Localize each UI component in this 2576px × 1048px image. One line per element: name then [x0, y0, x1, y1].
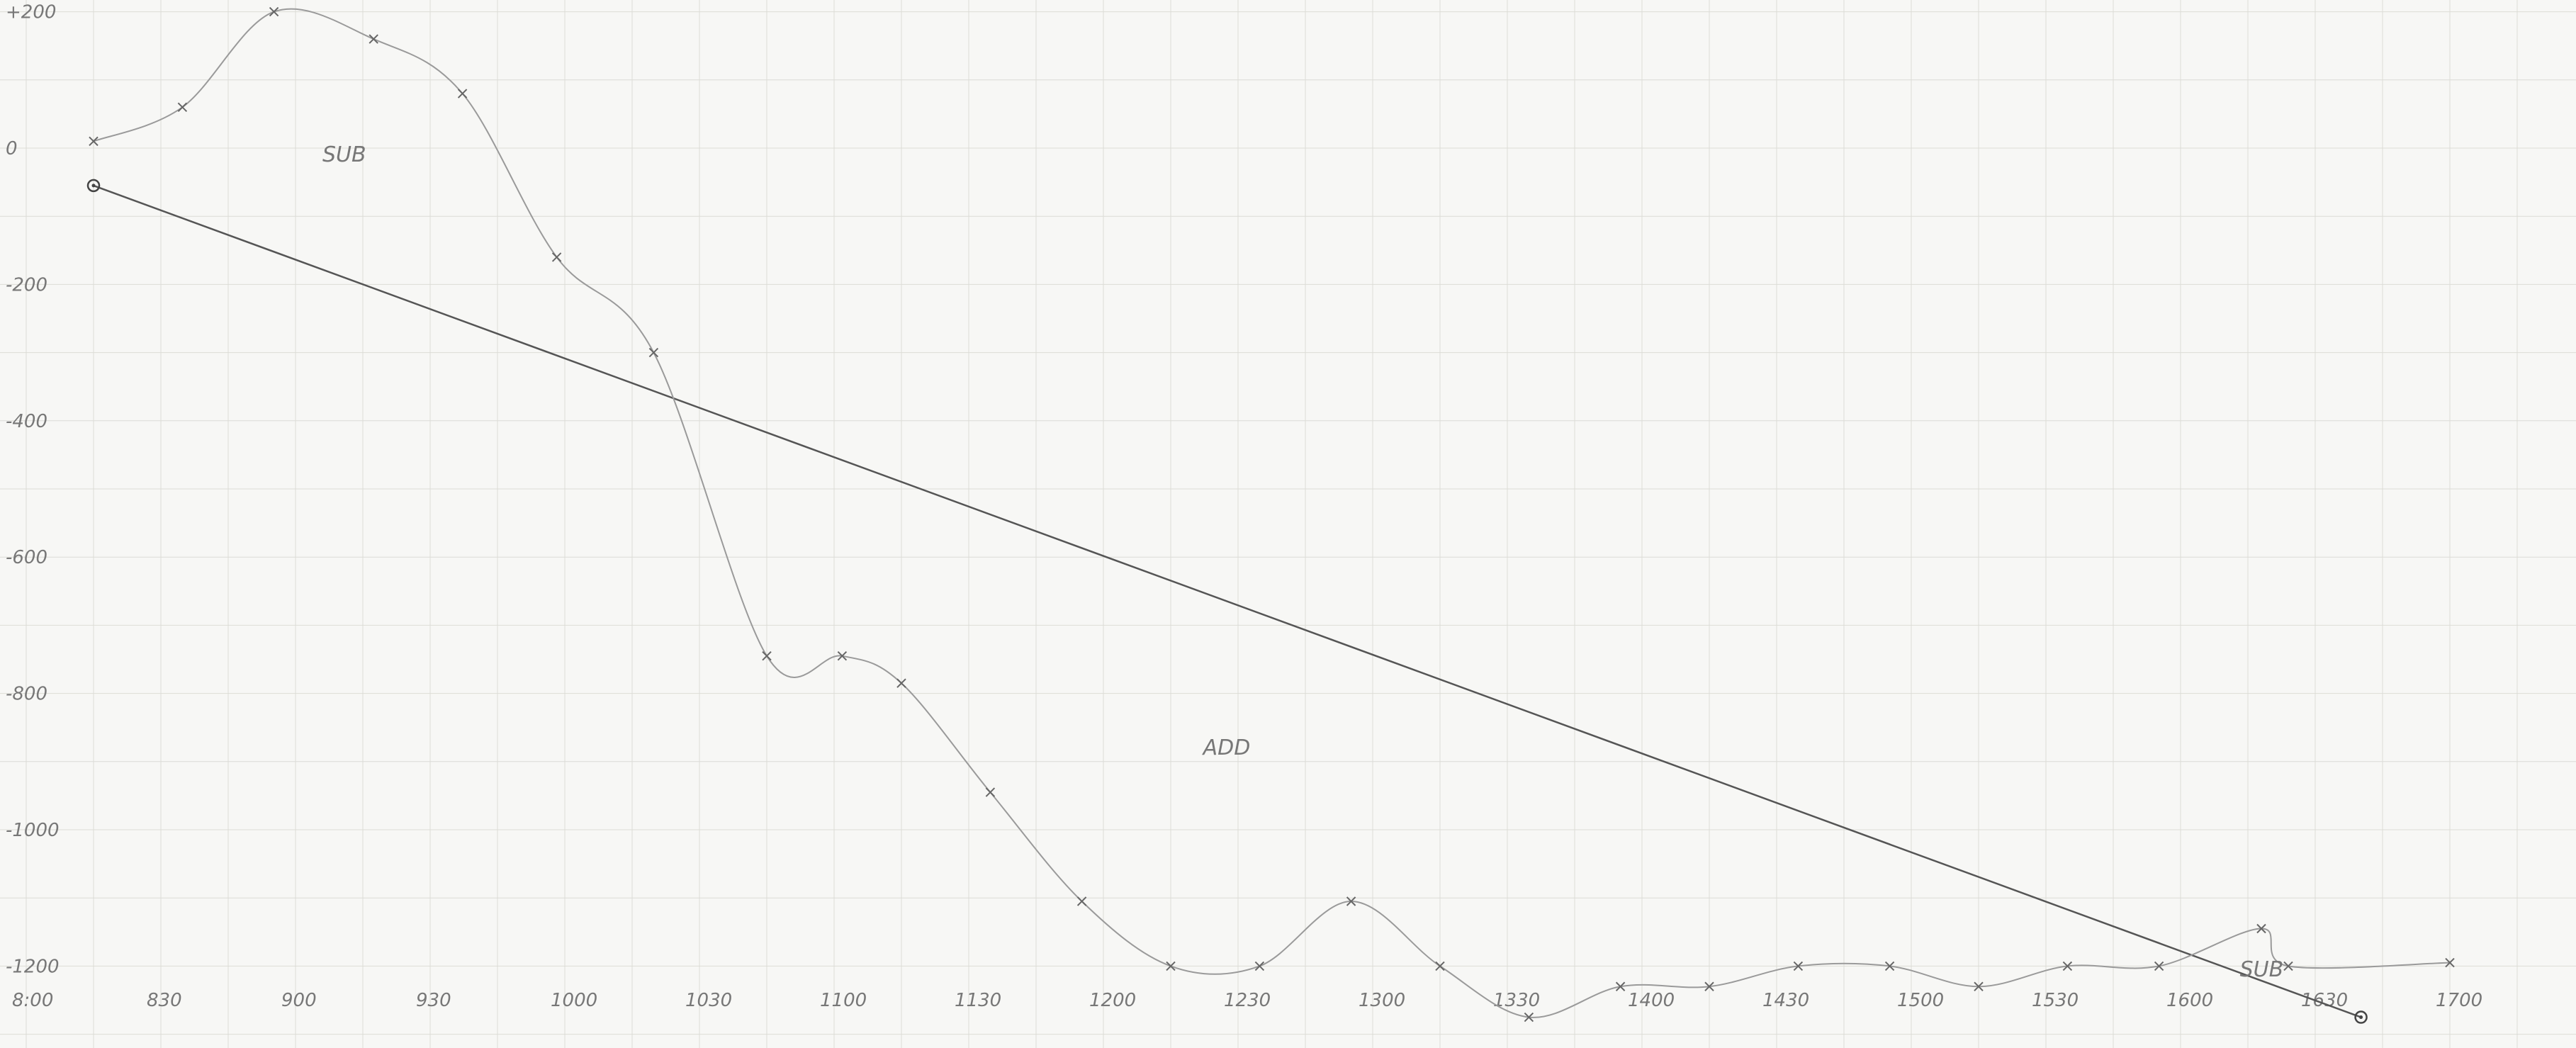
data-point [2445, 957, 2455, 968]
x-tick-label: 1300 [1359, 990, 1405, 1011]
x-tick-label: 1500 [1897, 990, 1944, 1011]
data-point [2283, 961, 2293, 971]
y-axis-ticks: +200 0 -200 -400 -600 -800 -1000 -1200 [6, 2, 60, 978]
y-tick-label: -1000 [6, 820, 60, 841]
data-point [1884, 961, 1895, 971]
x-tick-label: 930 [416, 990, 451, 1011]
data-point [896, 678, 906, 688]
data-point [648, 347, 659, 358]
data-point [269, 6, 279, 17]
data-point [1346, 896, 1356, 906]
data-point [2154, 961, 2164, 971]
y-tick-label: -400 [6, 411, 47, 432]
x-tick-label: 1630 [2301, 990, 2348, 1011]
data-point [177, 102, 188, 112]
x-tick-label: 1030 [685, 990, 732, 1011]
annotation-label: SUB [2240, 957, 2284, 982]
data-point [1435, 961, 1445, 971]
x-tick-label: 830 [147, 990, 182, 1011]
data-point [1704, 981, 1714, 991]
x-tick-label: 1400 [1628, 990, 1675, 1011]
x-tick-label: 1230 [1224, 990, 1271, 1011]
y-tick-label: +200 [6, 2, 56, 23]
x-axis-ticks: 8:00 830 900 930 1000 1030 1100 1130 1200 1230 130… [12, 990, 2482, 1011]
annotation-label: SUB [322, 142, 366, 167]
x-tick-label: 1100 [820, 990, 867, 1011]
y-tick-label: 0 [6, 138, 18, 159]
trend-line-segment [93, 184, 2362, 1018]
data-point [1615, 981, 1626, 991]
data-point [1166, 961, 1176, 971]
x-tick-label: 1530 [2032, 990, 2079, 1011]
data-point [985, 787, 996, 797]
data-point [1524, 1012, 1534, 1022]
data-point [551, 252, 562, 262]
x-tick-label: 1600 [2166, 990, 2213, 1011]
series-line [93, 8, 2451, 1018]
x-tick-label: 1700 [2436, 990, 2482, 1011]
data-point [1793, 961, 1804, 971]
x-tick-label: 1200 [1089, 990, 1136, 1011]
y-tick-label: -800 [6, 684, 47, 705]
trend-line [86, 179, 2368, 1024]
annotation-label: ADD [1202, 736, 1251, 760]
data-point [2256, 923, 2266, 934]
trend-endpoint [2354, 1010, 2368, 1024]
trend-endpoint-dot [91, 184, 96, 188]
trend-endpoint [86, 179, 101, 193]
data-point [762, 650, 772, 661]
x-tick-label: 900 [281, 990, 317, 1011]
trend-endpoint-dot [2359, 1015, 2363, 1020]
x-tick-label: 8:00 [12, 990, 53, 1011]
data-point [1076, 896, 1087, 906]
y-tick-label: -200 [6, 274, 47, 295]
y-tick-label: -1200 [6, 956, 60, 977]
data-point [369, 34, 378, 44]
annotations: SUB ADD SUB [322, 142, 2283, 982]
x-tick-label: 1430 [1762, 990, 1809, 1011]
y-tick-label: -600 [6, 547, 47, 568]
data-point [837, 650, 848, 661]
data-series [89, 6, 2455, 1022]
data-point [89, 136, 99, 147]
data-point [1254, 961, 1265, 971]
x-tick-label: 1130 [955, 990, 1001, 1011]
data-point [457, 89, 468, 98]
x-tick-label: 1000 [551, 990, 597, 1011]
data-point [1974, 981, 1984, 991]
data-point [2062, 961, 2073, 971]
